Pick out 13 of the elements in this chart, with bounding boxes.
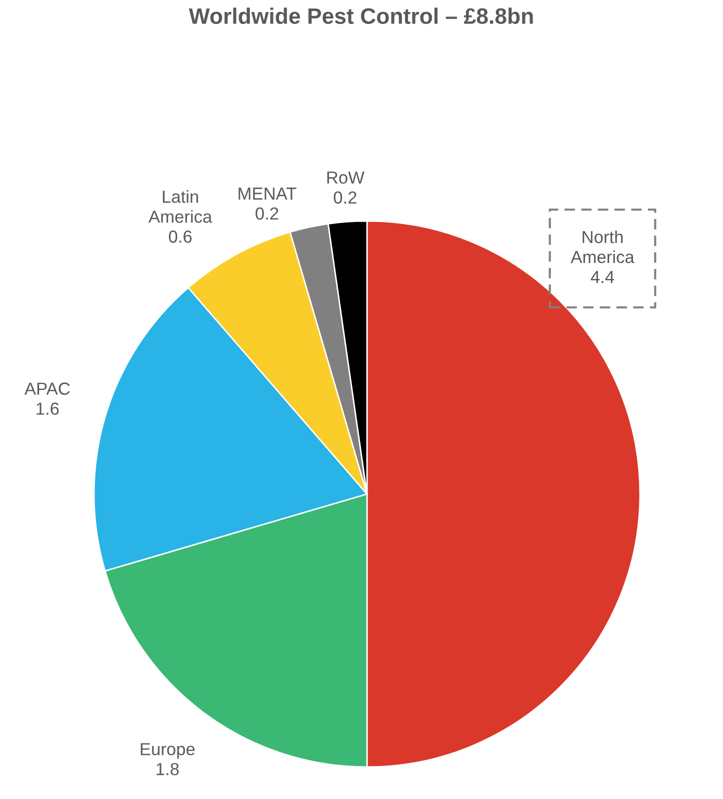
- slice-label: RoW: [327, 172, 364, 184]
- data-label: 0.2: [256, 207, 278, 220]
- slice-label: Latin America: [148, 190, 212, 223]
- slice-label: APAC: [24, 382, 70, 395]
- slice-label: Europe: [140, 743, 195, 759]
- data-label: 1.6: [36, 402, 59, 415]
- data-label: 1.8: [156, 762, 179, 776]
- slice-label: North America: [570, 230, 634, 264]
- data-label: 4.4: [590, 270, 614, 283]
- slice-label: MENAT: [238, 188, 296, 200]
- data-label: 0.6: [168, 230, 192, 243]
- chart-title: Worldwide Pest Control – £8.8bn: [188, 8, 533, 24]
- data-label: 0.2: [334, 191, 356, 204]
